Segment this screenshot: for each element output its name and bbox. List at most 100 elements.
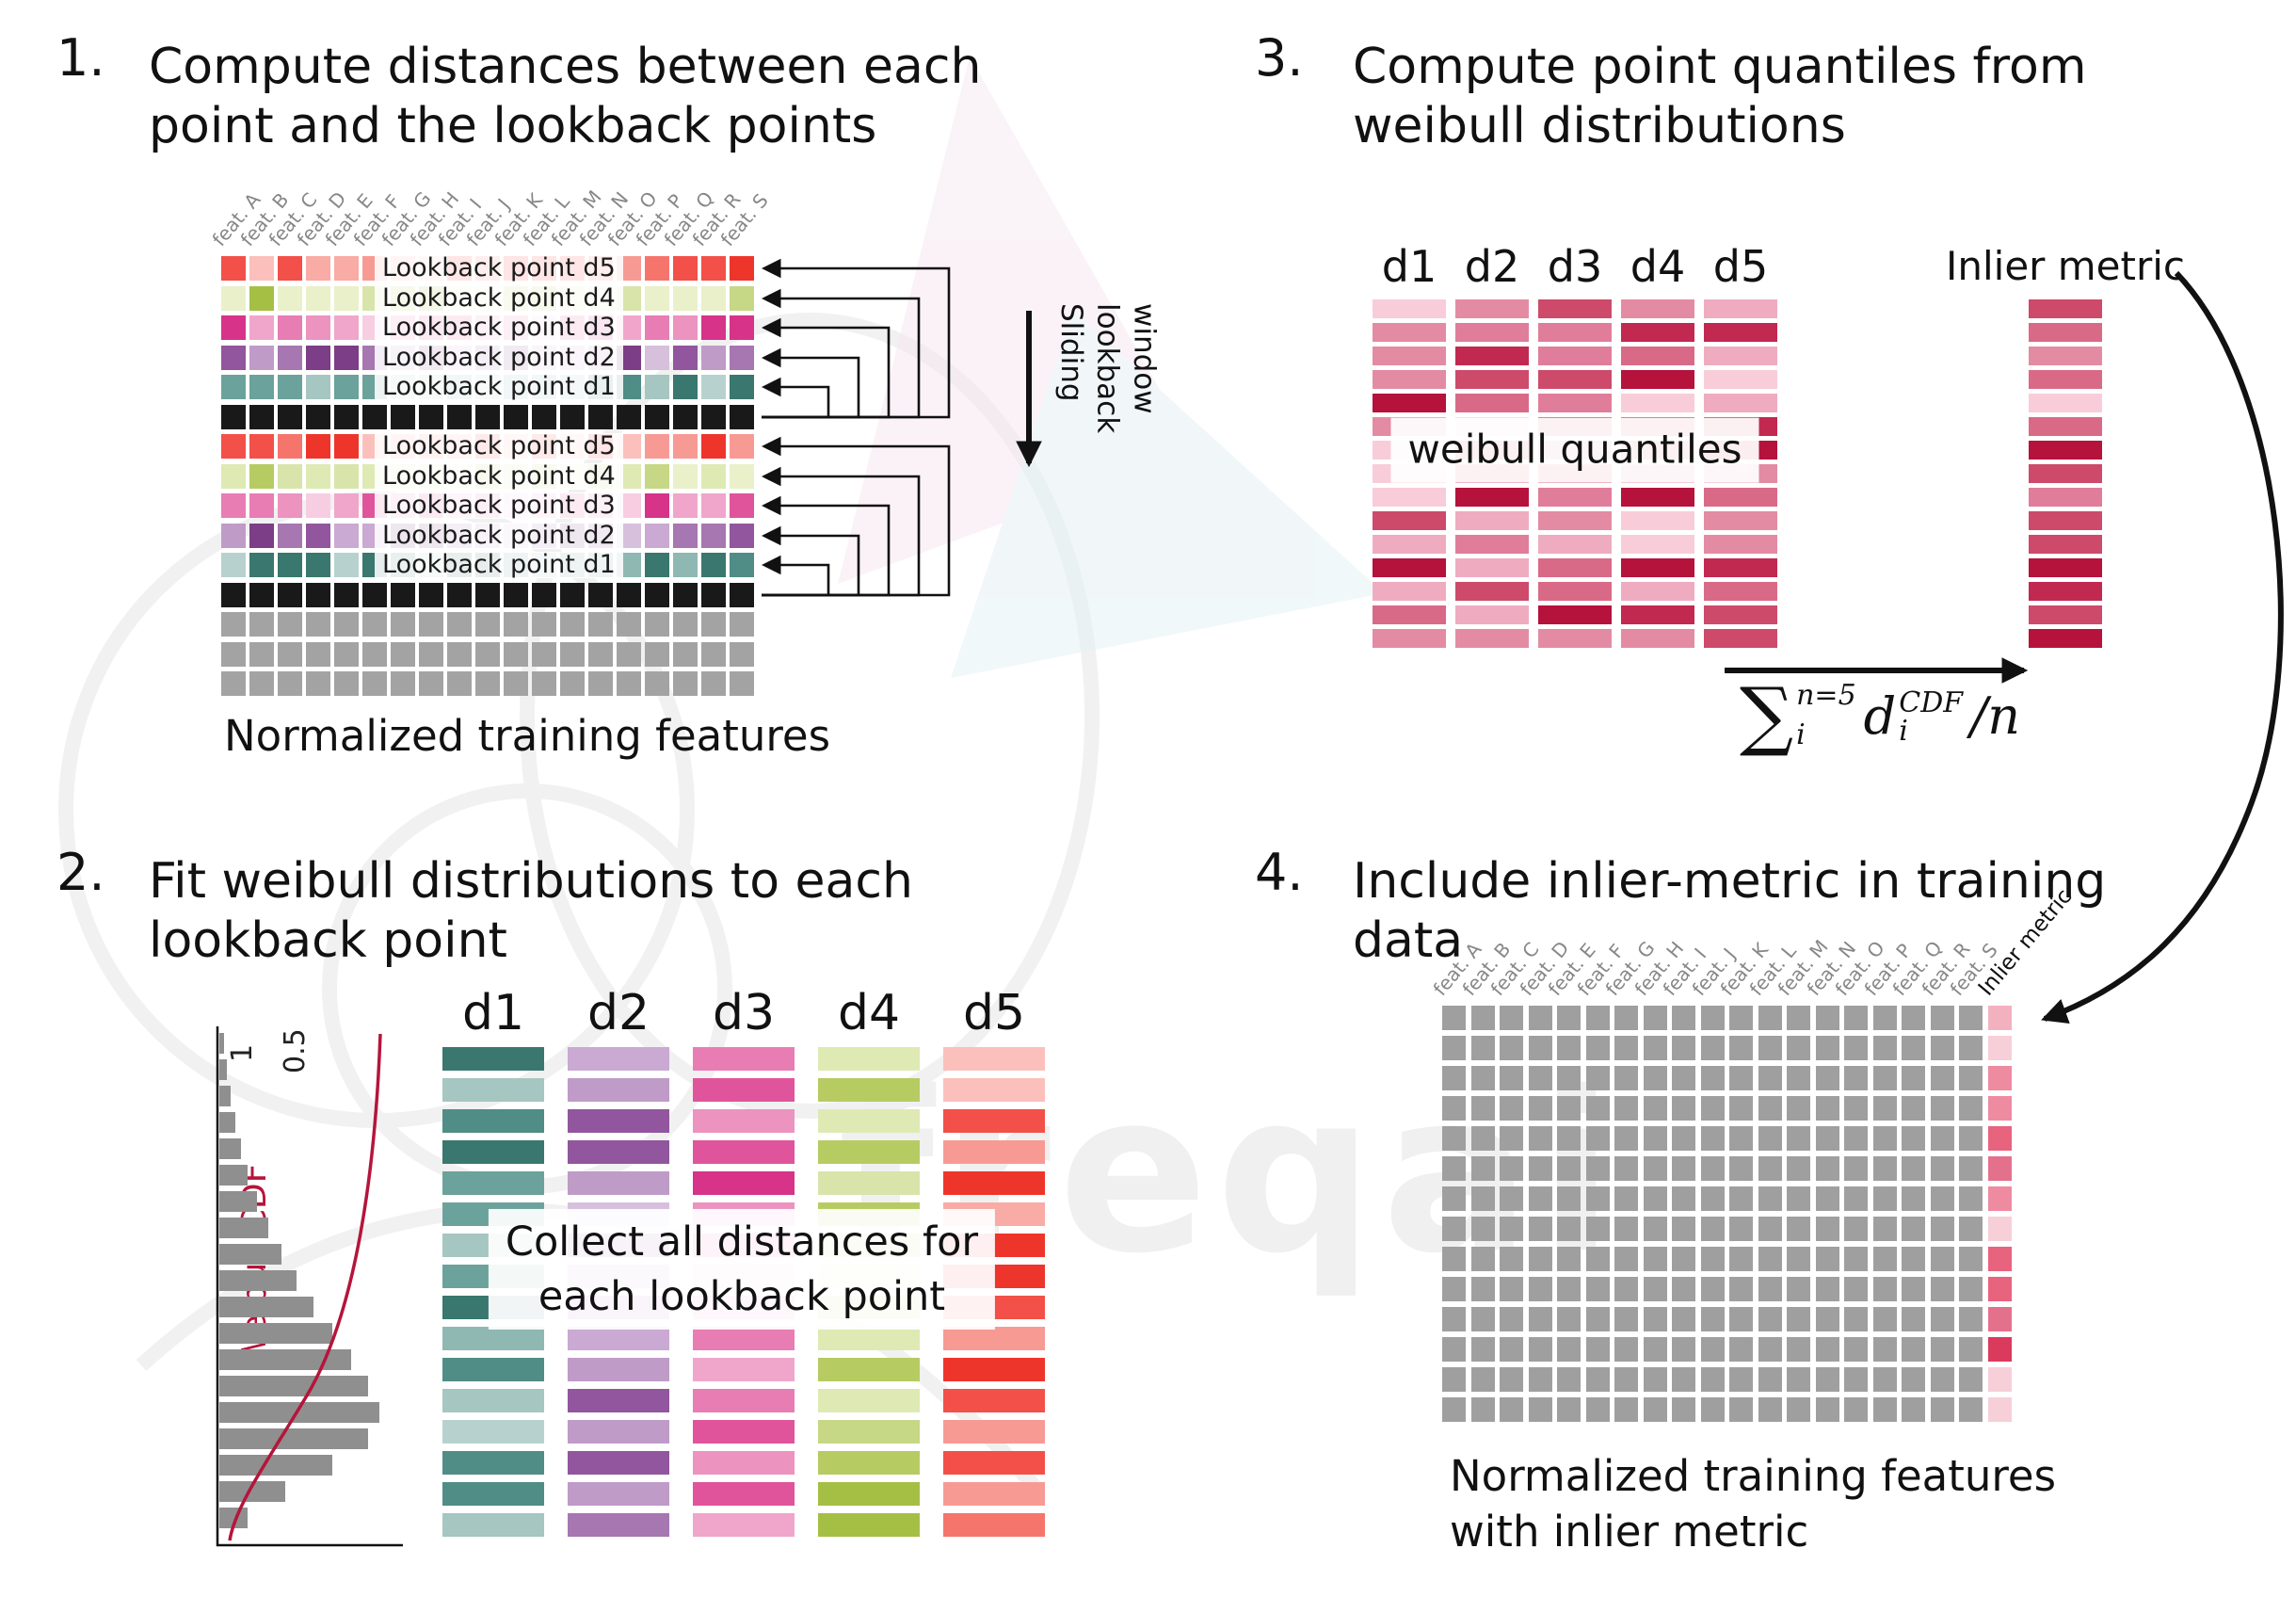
feature-cell bbox=[1528, 1397, 1552, 1422]
feature-cell bbox=[1643, 1337, 1667, 1362]
feature-cell bbox=[1959, 1006, 1983, 1030]
inlier-metric-label: Inlier metric bbox=[1945, 243, 2186, 289]
feature-cell bbox=[1528, 1066, 1552, 1090]
feature-cell bbox=[334, 523, 359, 548]
feature-cell bbox=[1442, 1156, 1466, 1181]
feature-cell bbox=[1643, 1307, 1667, 1331]
inlier-metric-bar bbox=[2029, 323, 2102, 342]
feature-cell bbox=[730, 523, 754, 548]
feature-cell bbox=[1844, 1277, 1868, 1301]
feature-cell bbox=[1902, 1126, 1925, 1151]
feature-cell bbox=[673, 553, 698, 577]
feature-cell bbox=[362, 612, 387, 637]
quantile-bar bbox=[1704, 299, 1777, 318]
feature-cell bbox=[504, 582, 528, 607]
distance-bar bbox=[943, 1109, 1045, 1133]
feature-cell bbox=[1902, 1217, 1925, 1241]
feature-cell bbox=[1872, 1277, 1897, 1301]
feature-cell bbox=[504, 641, 528, 667]
feature-cell bbox=[1787, 1277, 1810, 1301]
feature-cell bbox=[560, 404, 585, 429]
feature-cell bbox=[1729, 1036, 1753, 1060]
lookback-row-label: Lookback point d3 bbox=[375, 492, 623, 519]
feature-cell bbox=[1959, 1307, 1983, 1331]
feature-cell bbox=[334, 641, 359, 667]
feature-cell bbox=[278, 463, 302, 489]
feature-cell bbox=[1729, 1156, 1753, 1181]
feature-cell bbox=[334, 463, 359, 489]
feature-cell bbox=[1643, 1156, 1667, 1181]
feature-cell bbox=[1959, 1397, 1983, 1422]
feature-cell bbox=[1930, 1277, 1954, 1301]
inlier-metric-bar bbox=[2029, 464, 2102, 483]
feature-cell bbox=[278, 612, 302, 637]
feature-cell bbox=[1787, 1096, 1810, 1121]
feature-cell bbox=[730, 493, 754, 518]
feature-cell bbox=[1729, 1066, 1753, 1090]
feature-cell bbox=[1528, 1036, 1552, 1060]
feature-cell bbox=[419, 582, 443, 607]
feature-cell bbox=[306, 671, 330, 696]
p4-grid bbox=[1442, 1006, 2012, 1422]
quantile-bar bbox=[1538, 535, 1612, 554]
quantile-bar bbox=[1621, 323, 1694, 342]
feature-cell bbox=[278, 256, 302, 281]
feature-cell bbox=[701, 493, 726, 518]
feature-cell bbox=[334, 256, 359, 281]
distance-bar bbox=[818, 1140, 920, 1164]
lookback-row-label: Lookback point d4 bbox=[375, 284, 623, 312]
feature-cell bbox=[1470, 1217, 1495, 1241]
feature-cell bbox=[1815, 1337, 1839, 1362]
distance-bar bbox=[943, 1482, 1045, 1506]
feature-cell bbox=[1614, 1247, 1638, 1271]
feature-cell bbox=[1872, 1397, 1897, 1422]
feature-cell bbox=[1758, 1186, 1782, 1211]
quantile-bar bbox=[1455, 394, 1529, 412]
feature-cell bbox=[673, 434, 698, 459]
histogram-bar bbox=[219, 1508, 248, 1528]
feature-cell bbox=[249, 523, 274, 548]
feature-cell bbox=[391, 404, 415, 429]
feature-cell bbox=[1930, 1096, 1954, 1121]
quantile-formula: ∑ n=5 i d CDF i /n bbox=[1740, 678, 2020, 753]
feature-cell bbox=[334, 612, 359, 637]
feature-cell bbox=[1787, 1066, 1810, 1090]
feature-cell bbox=[1930, 1036, 1954, 1060]
feature-cell bbox=[1930, 1066, 1954, 1090]
feature-cell bbox=[221, 523, 246, 548]
feature-cell bbox=[1959, 1337, 1983, 1362]
quantile-bar bbox=[1621, 558, 1694, 577]
inlier-metric-bar bbox=[2029, 488, 2102, 507]
feature-cell bbox=[673, 404, 698, 429]
distance-bar bbox=[442, 1451, 544, 1475]
feature-cell bbox=[1672, 1156, 1695, 1181]
feature-cell bbox=[645, 582, 669, 607]
feature-cell bbox=[221, 493, 246, 518]
histogram-bar bbox=[219, 1455, 332, 1476]
lookback-row-label: Lookback point d4 bbox=[375, 462, 623, 490]
feature-cell bbox=[1930, 1307, 1954, 1331]
feature-cell bbox=[1959, 1277, 1983, 1301]
feature-cell bbox=[1700, 1247, 1725, 1271]
feature-cell bbox=[1500, 1156, 1523, 1181]
feature-cell bbox=[730, 315, 754, 340]
feature-cell bbox=[1500, 1397, 1523, 1422]
feature-cell bbox=[1528, 1337, 1552, 1362]
quantile-bar bbox=[1621, 488, 1694, 507]
distance-bar bbox=[818, 1451, 920, 1475]
lookback-row-label: Lookback point d2 bbox=[375, 344, 623, 371]
feature-cell bbox=[1672, 1367, 1695, 1392]
quantile-bar bbox=[1621, 347, 1694, 365]
feature-cell bbox=[1815, 1397, 1839, 1422]
feature-cell bbox=[701, 553, 726, 577]
feature-cell bbox=[1815, 1006, 1839, 1030]
step4-title: Include inlier-metric in training data bbox=[1353, 852, 2106, 972]
feature-cell bbox=[249, 612, 274, 637]
feature-cell bbox=[362, 582, 387, 607]
feature-cell bbox=[1758, 1066, 1782, 1090]
feature-cell bbox=[475, 671, 500, 696]
feature-cell bbox=[1729, 1217, 1753, 1241]
feature-cell bbox=[1528, 1217, 1552, 1241]
distance-bar bbox=[442, 1358, 544, 1381]
feature-cell bbox=[306, 434, 330, 459]
